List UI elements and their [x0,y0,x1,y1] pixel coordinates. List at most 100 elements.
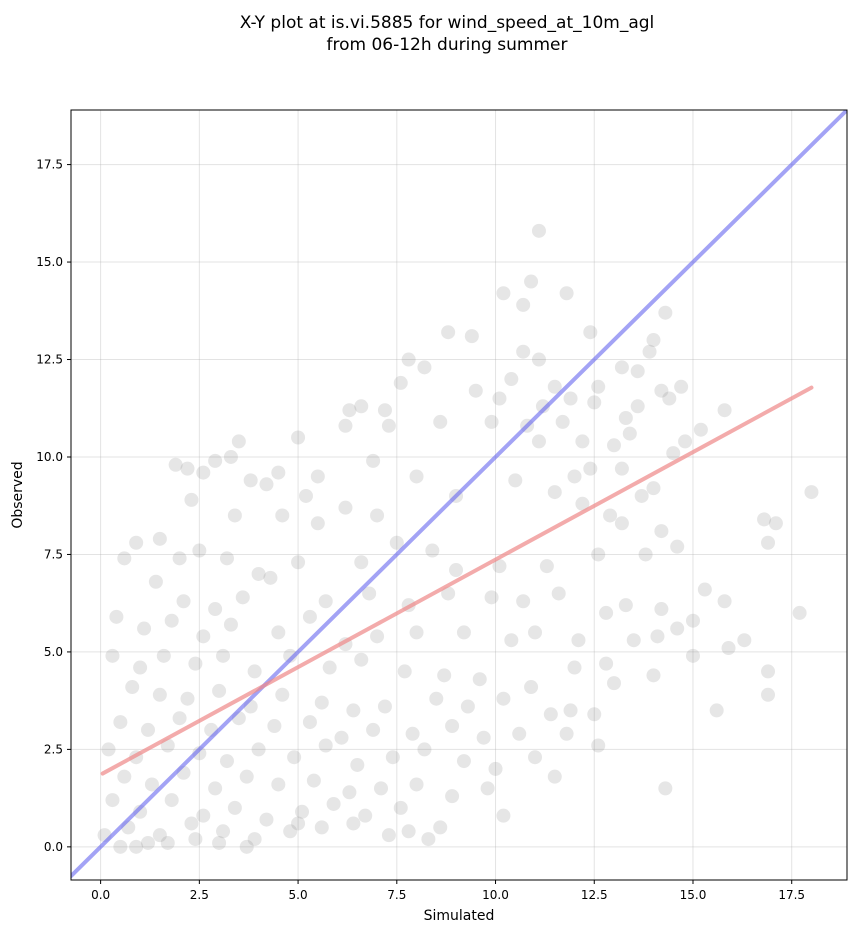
scatter-point [768,516,783,531]
scatter-point [535,399,550,414]
scatter-point [587,707,602,722]
scatter-point [184,816,199,831]
scatter-point [433,414,448,429]
scatter-point [192,746,207,761]
scatter-point [630,364,645,379]
scatter-point [583,325,598,340]
scatter-point [144,777,159,792]
scatter-point [271,777,286,792]
scatter-point [437,668,452,683]
scatter-point [547,379,562,394]
scatter-point [105,793,120,808]
scatter-point [184,492,199,507]
scatter-point [129,839,144,854]
scatter-point [291,555,306,570]
scatter-point [141,722,156,737]
scatter-point [227,508,242,523]
scatter-point [113,715,128,730]
scatter-point [405,726,420,741]
scatter-point [409,777,424,792]
scatter-point [196,629,211,644]
scatter-point [464,329,479,344]
scatter-point [524,680,539,695]
scatter-point [251,742,266,757]
scatter-point [377,699,392,714]
scatter-point [492,391,507,406]
scatter-point [295,804,310,819]
scatter-point [366,453,381,468]
scatter-point [575,496,590,511]
scatter-point [393,800,408,815]
x-tick-label: 12.5 [581,888,608,902]
scatter-point [247,832,262,847]
scatter-point [445,789,460,804]
scatter-point [670,621,685,636]
scatter-point [164,613,179,628]
scatter-point [271,625,286,640]
scatter-point [223,449,238,464]
scatter-point [101,742,116,757]
scatter-point [678,434,693,449]
scatter-point [346,816,361,831]
scatter-point [587,395,602,410]
scatter-point [614,461,629,476]
scatter-point [287,750,302,765]
scatter-point [409,469,424,484]
scatter-point [697,582,712,597]
scatter-point [567,660,582,675]
scatter-point [646,668,661,683]
scatter-point [650,629,665,644]
scatter-point [591,738,606,753]
scatter-point [401,824,416,839]
scatter-point [148,574,163,589]
scatter-point [370,629,385,644]
scatter-point [354,652,369,667]
scatter-point [614,516,629,531]
scatter-point [125,680,140,695]
scatter-point [571,633,586,648]
scatter-point [117,551,132,566]
reference-lines [71,110,847,879]
scatter-point [259,477,274,492]
scatter-point [626,633,641,648]
scatter-point [717,403,732,418]
scatter-point [105,648,120,663]
scatter-point [563,391,578,406]
scatter-point [685,613,700,628]
scatter-point [302,609,317,624]
scatter-point [654,383,669,398]
scatter-point [318,738,333,753]
scatter-point [630,399,645,414]
scatter-point [243,473,258,488]
scatter-point [709,703,724,718]
x-tick-label: 0.0 [91,888,110,902]
scatter-point [658,305,673,320]
scatter-point [133,804,148,819]
x-tick-label: 15.0 [680,888,707,902]
scatter-point [591,379,606,394]
scatter-point [338,500,353,515]
x-tick-label: 10.0 [482,888,509,902]
scatter-point [547,485,562,500]
scatter-point [516,344,531,359]
scatter-point [354,399,369,414]
scatter-point [539,559,554,574]
scatter-point [737,633,752,648]
scatter-point [516,594,531,609]
scatter-point [283,824,298,839]
chart-title-line2: from 06-12h during summer [327,35,568,55]
scatter-point [476,730,491,745]
scatter-point [141,835,156,850]
scatter-point [208,781,223,796]
x-tick-label: 5.0 [289,888,308,902]
scatter-point [354,555,369,570]
x-tick-label: 2.5 [190,888,209,902]
scatter-point [622,426,637,441]
y-tick-label: 15.0 [36,255,63,269]
identity-line [71,110,847,879]
scatter-point [152,687,167,702]
scatter-point [358,808,373,823]
scatter-point [441,325,456,340]
y-tick-label: 12.5 [36,353,63,367]
scatter-point [607,676,622,691]
